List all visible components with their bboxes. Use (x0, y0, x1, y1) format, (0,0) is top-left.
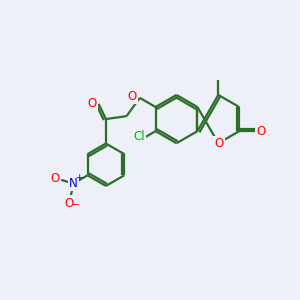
Text: N: N (69, 177, 78, 190)
Text: +: + (75, 173, 82, 182)
Text: O: O (214, 137, 224, 150)
Text: O: O (88, 97, 97, 110)
Text: −: − (72, 200, 80, 210)
Text: O: O (50, 172, 59, 185)
Text: O: O (64, 196, 74, 210)
Text: Cl: Cl (134, 130, 145, 143)
Text: O: O (256, 125, 266, 138)
Text: O: O (127, 90, 136, 103)
